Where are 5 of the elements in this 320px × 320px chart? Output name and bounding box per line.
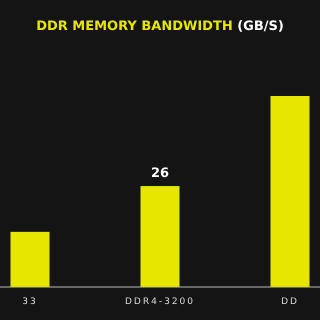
chart-title: DDR MEMORY BANDWIDTH (GB/S) <box>36 19 284 34</box>
x-tick-label: 33 <box>22 297 38 307</box>
x-tick-label: DD <box>281 297 299 307</box>
x-tick-label: DDR4-3200 <box>125 297 195 307</box>
data-label: 26 <box>150 166 170 182</box>
